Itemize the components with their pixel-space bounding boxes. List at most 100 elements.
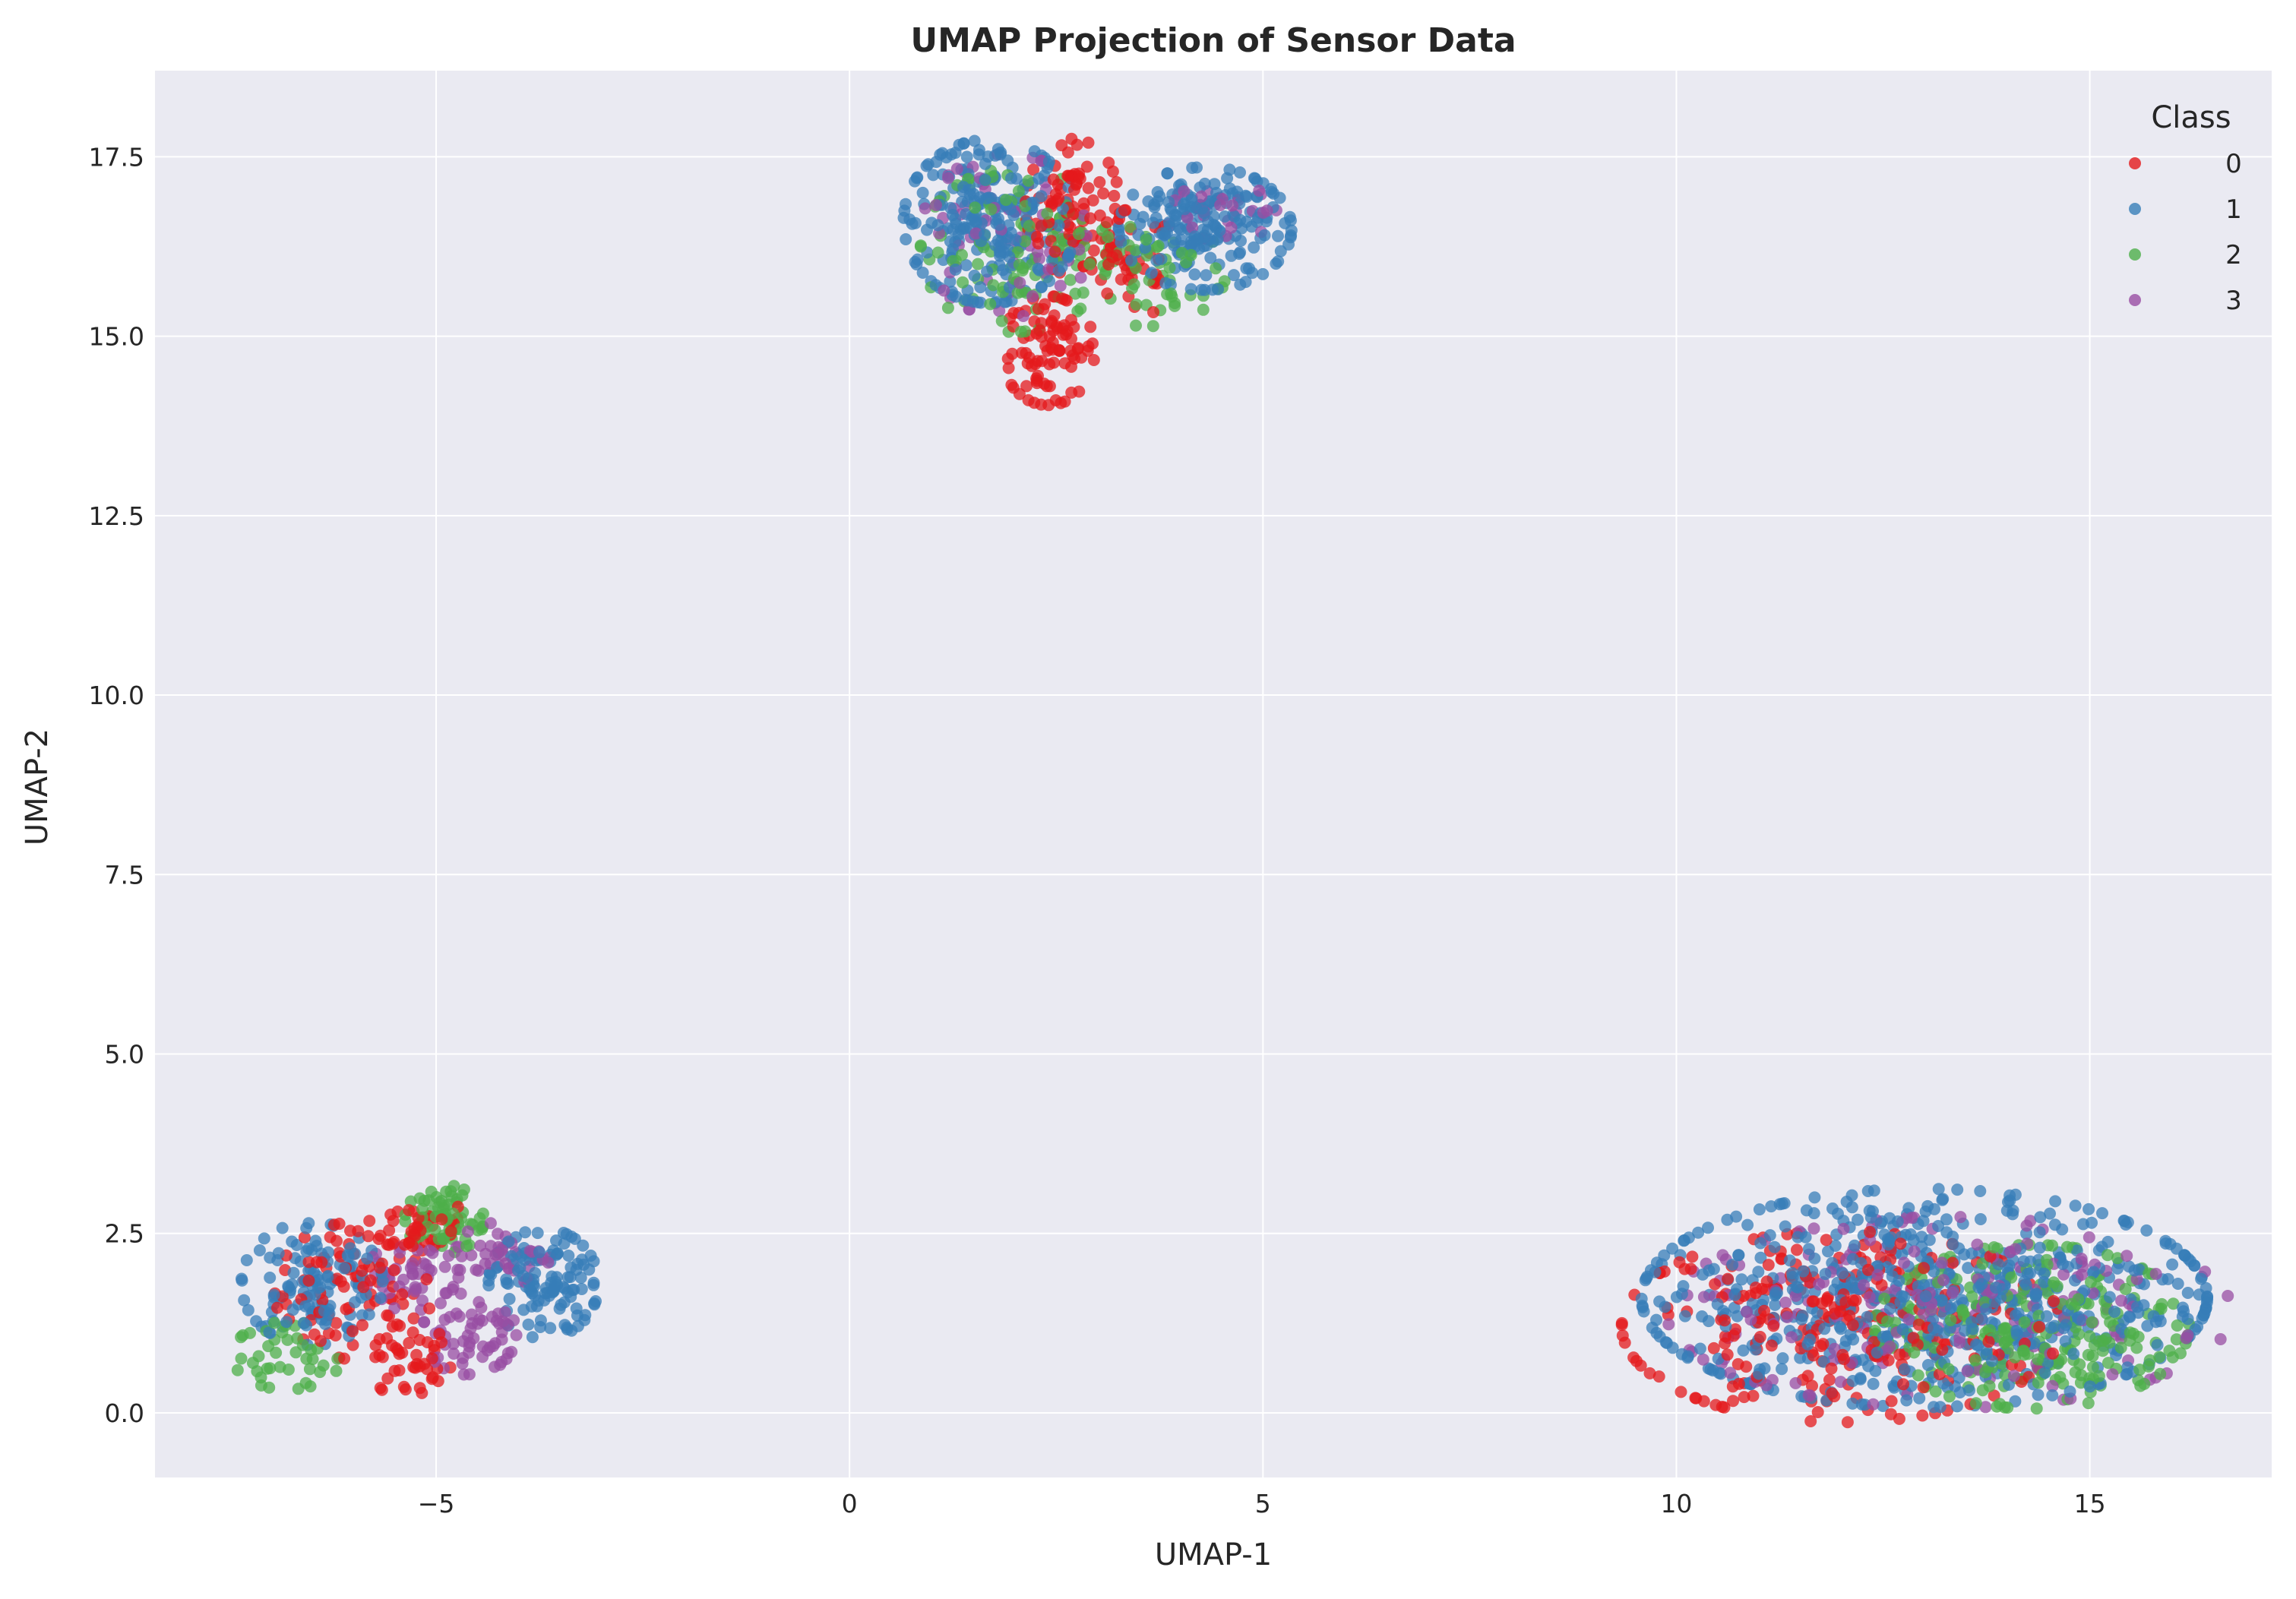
data-point-class-1 [931, 219, 944, 232]
data-point-class-1 [1032, 262, 1045, 275]
data-point-class-3 [969, 227, 982, 240]
data-point-class-1 [1966, 1316, 1978, 1329]
data-point-class-0 [1719, 1314, 1731, 1327]
data-point-class-1 [250, 1315, 263, 1328]
data-point-class-1 [960, 259, 972, 272]
data-point-class-0 [1030, 374, 1043, 387]
data-point-class-0 [428, 1339, 441, 1352]
data-point-class-2 [1998, 1336, 2011, 1349]
data-point-class-1 [1769, 1289, 1782, 1302]
data-point-class-1 [587, 1276, 600, 1289]
y-tick-label: 15.0 [89, 322, 144, 352]
data-point-class-0 [362, 1230, 375, 1243]
data-point-class-3 [1026, 290, 1039, 303]
data-point-class-0 [338, 1352, 351, 1365]
data-point-class-1 [2046, 1389, 2059, 1401]
data-point-class-3 [463, 1340, 476, 1353]
data-point-class-1 [2034, 1211, 2047, 1224]
data-point-class-3 [438, 1260, 451, 1273]
data-point-class-0 [1071, 138, 1083, 151]
data-point-class-0 [1108, 189, 1121, 202]
data-point-class-0 [1102, 258, 1115, 271]
data-point-class-1 [2141, 1319, 2154, 1332]
data-point-class-0 [1630, 1354, 1643, 1367]
data-point-class-3 [2120, 1250, 2133, 1262]
data-point-class-0 [1086, 194, 1099, 207]
data-point-class-1 [1145, 267, 1158, 280]
data-point-class-0 [1087, 354, 1100, 366]
data-point-class-1 [1975, 1313, 1988, 1326]
y-tick-label: 2.5 [105, 1219, 144, 1249]
data-point-class-2 [2060, 1240, 2073, 1253]
data-point-class-2 [1019, 235, 1032, 248]
data-point-class-1 [287, 1266, 300, 1279]
data-point-class-0 [329, 1329, 342, 1341]
data-point-class-1 [240, 1254, 253, 1266]
data-point-class-2 [1077, 286, 1089, 299]
data-point-class-1 [1274, 245, 1287, 258]
data-point-class-1 [2017, 1255, 2030, 1268]
data-point-class-2 [1124, 220, 1137, 233]
data-point-class-1 [2076, 1218, 2089, 1231]
data-point-class-2 [2124, 1326, 2136, 1339]
data-point-class-1 [1692, 1226, 1705, 1239]
data-point-class-1 [577, 1239, 590, 1252]
data-point-class-1 [1162, 196, 1175, 208]
data-point-class-2 [2009, 1351, 2022, 1364]
data-point-class-1 [2083, 1202, 2095, 1215]
data-point-class-1 [979, 173, 991, 186]
data-point-class-1 [1898, 1363, 1911, 1376]
data-point-class-0 [1058, 395, 1071, 408]
data-point-class-1 [1826, 1202, 1839, 1215]
data-point-class-0 [1732, 1377, 1745, 1390]
data-point-class-1 [1028, 145, 1041, 158]
data-point-class-1 [949, 235, 962, 248]
data-point-class-1 [2096, 1207, 2108, 1220]
data-point-class-1 [1896, 1323, 1909, 1336]
data-point-class-1 [1228, 269, 1240, 282]
data-point-class-1 [2069, 1199, 2082, 1212]
data-point-class-2 [1150, 241, 1163, 254]
data-point-class-1 [963, 183, 976, 196]
data-point-class-3 [2115, 1294, 2127, 1307]
data-point-class-2 [1130, 298, 1143, 311]
data-point-class-1 [1829, 1240, 1842, 1252]
data-point-class-1 [2003, 1189, 2016, 1202]
data-point-class-0 [390, 1341, 403, 1354]
data-point-class-0 [1897, 1378, 1909, 1391]
data-point-class-0 [1885, 1395, 1898, 1408]
data-point-class-0 [1916, 1409, 1929, 1422]
data-point-class-3 [461, 1329, 474, 1342]
data-point-class-0 [1062, 219, 1075, 232]
data-point-class-1 [2181, 1287, 2194, 1299]
data-point-class-1 [1904, 1228, 1917, 1240]
data-point-class-1 [1198, 177, 1211, 190]
data-point-class-2 [1943, 1390, 1956, 1403]
data-point-class-3 [1908, 1245, 1921, 1258]
data-point-class-1 [944, 201, 957, 214]
data-point-class-3 [1195, 190, 1208, 203]
data-point-class-0 [425, 1352, 438, 1365]
data-point-class-1 [2018, 1275, 2031, 1288]
data-point-class-1 [1678, 1310, 1691, 1322]
data-point-class-0 [432, 1375, 444, 1388]
data-point-class-2 [2085, 1275, 2097, 1288]
data-point-class-0 [1055, 139, 1068, 152]
data-point-class-3 [2149, 1268, 2162, 1280]
data-point-class-2 [2054, 1370, 2067, 1383]
data-point-class-0 [2033, 1320, 2046, 1333]
data-point-class-1 [376, 1275, 389, 1288]
data-point-class-0 [373, 1261, 386, 1274]
data-point-class-2 [436, 1232, 449, 1245]
data-point-class-2 [282, 1364, 295, 1376]
data-point-class-1 [2057, 1258, 2069, 1270]
data-point-class-1 [979, 157, 991, 170]
data-point-class-3 [2020, 1219, 2033, 1232]
data-point-class-1 [1776, 1363, 1788, 1376]
data-point-class-3 [1662, 1318, 1675, 1331]
data-point-class-1 [2083, 1380, 2096, 1393]
data-point-class-1 [993, 218, 1006, 231]
data-point-class-1 [1768, 1240, 1781, 1253]
data-point-class-0 [1106, 165, 1119, 178]
data-point-class-3 [1971, 1238, 1984, 1251]
